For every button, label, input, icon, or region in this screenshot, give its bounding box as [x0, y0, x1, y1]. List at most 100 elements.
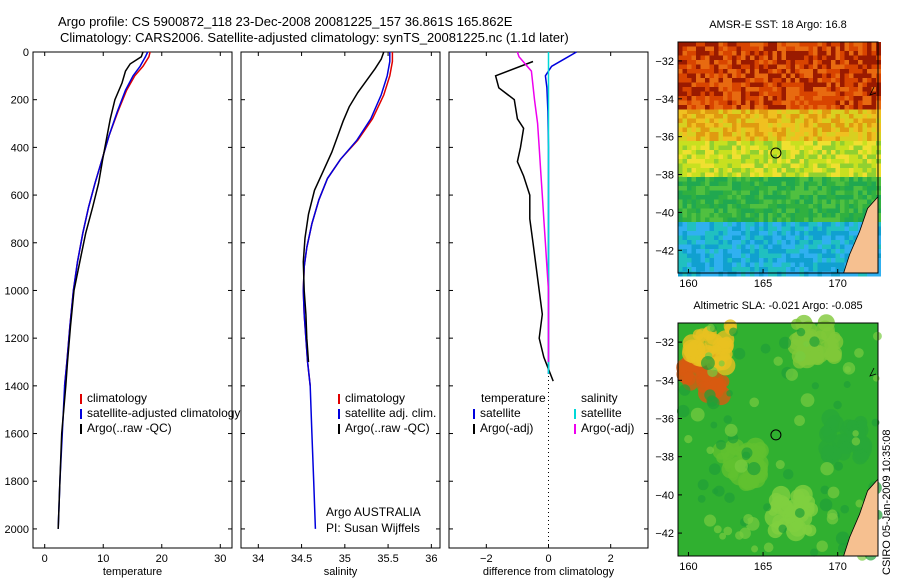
- map-cell: [826, 51, 832, 56]
- map-blob: [739, 527, 751, 539]
- map-cell: [682, 262, 688, 268]
- map-cell: [777, 145, 782, 151]
- map-cell: [862, 96, 868, 101]
- map-cell: [786, 136, 791, 142]
- map-cell: [849, 46, 854, 52]
- map-cell: [691, 127, 697, 133]
- map-cell: [804, 150, 809, 155]
- map-cell: [772, 78, 778, 83]
- x-tick-label: 0: [545, 553, 551, 565]
- map-cell: [709, 240, 715, 245]
- map-cell: [718, 150, 724, 155]
- map-cell: [817, 195, 823, 200]
- map-cell: [759, 222, 764, 227]
- map-cell: [768, 258, 773, 263]
- map-cell: [687, 199, 692, 205]
- map-cell: [741, 249, 746, 254]
- map-cell: [858, 105, 863, 110]
- series-line: [516, 51, 550, 362]
- map-cell: [822, 177, 827, 182]
- map-cell: [790, 114, 796, 119]
- map-blob: [827, 486, 840, 499]
- map-cell: [804, 123, 809, 128]
- map-cell: [871, 60, 877, 65]
- map-cell: [745, 82, 751, 88]
- map-cell: [754, 226, 760, 232]
- map-cell: [759, 231, 764, 236]
- map-cell: [831, 51, 836, 56]
- map-cell: [777, 91, 782, 97]
- map-cell: [795, 181, 800, 187]
- map-cell: [858, 91, 863, 97]
- map-cell: [781, 60, 787, 65]
- map-cell: [790, 127, 796, 133]
- map-cell: [763, 64, 769, 70]
- map-cell: [678, 42, 683, 47]
- map-cell: [822, 55, 827, 61]
- map-cell: [867, 199, 872, 205]
- map-cell: [759, 69, 764, 74]
- map-cell: [723, 163, 728, 169]
- map-cell: [687, 244, 692, 250]
- map-cell: [682, 240, 688, 245]
- map-cell: [750, 96, 755, 101]
- map-cell: [831, 181, 836, 187]
- map-cell: [741, 235, 746, 241]
- map-cell: [772, 73, 778, 79]
- map-cell: [790, 222, 796, 227]
- map-cell: [754, 159, 760, 164]
- map-cell: [777, 136, 782, 142]
- map-cell: [736, 249, 742, 254]
- map-cell: [727, 154, 733, 160]
- map-cell: [840, 109, 845, 115]
- map-cell: [754, 217, 760, 223]
- map-cell: [723, 253, 728, 259]
- map-cell: [727, 150, 733, 155]
- map-cell: [862, 73, 868, 79]
- map-cell: [817, 73, 823, 79]
- map-cell: [858, 64, 863, 70]
- map-cell: [795, 240, 800, 245]
- map-cell: [795, 150, 800, 155]
- map-cell: [799, 136, 805, 142]
- map-cell: [786, 55, 791, 61]
- map-cell: [844, 244, 850, 250]
- map-cell: [849, 244, 854, 250]
- map-cell: [696, 132, 701, 137]
- x-axis-label: difference from climatology: [483, 566, 615, 578]
- map-cell: [687, 190, 692, 196]
- map-cell: [709, 118, 715, 124]
- map-cell: [718, 42, 724, 47]
- map-cell: [696, 240, 701, 245]
- map-cell: [808, 96, 814, 101]
- map-cell: [817, 213, 823, 218]
- map-cell: [831, 150, 836, 155]
- x-tick-label: 160: [679, 278, 697, 290]
- map-cell: [687, 64, 692, 70]
- map-cell: [709, 64, 715, 70]
- map-cell: [799, 222, 805, 227]
- map-cell: [853, 78, 859, 83]
- map-cell: [732, 114, 737, 119]
- map-cell: [840, 231, 845, 236]
- map-cell: [835, 190, 841, 196]
- map-cell: [705, 235, 710, 241]
- map-cell: [772, 123, 778, 128]
- map-cell: [871, 195, 877, 200]
- map-cell: [763, 159, 769, 164]
- map-cell: [772, 222, 778, 227]
- map-cell: [822, 226, 827, 232]
- map-cell: [804, 73, 809, 79]
- map-cell: [705, 46, 710, 52]
- map-cell: [700, 154, 706, 160]
- map-blob: [697, 479, 709, 491]
- map-cell: [781, 181, 787, 187]
- map-cell: [799, 249, 805, 254]
- map-cell: [817, 244, 823, 250]
- map-cell: [867, 114, 872, 119]
- map-cell: [732, 181, 737, 187]
- map-cell: [772, 87, 778, 92]
- map-cell: [777, 231, 782, 236]
- map-cell: [804, 177, 809, 182]
- map-cell: [781, 118, 787, 124]
